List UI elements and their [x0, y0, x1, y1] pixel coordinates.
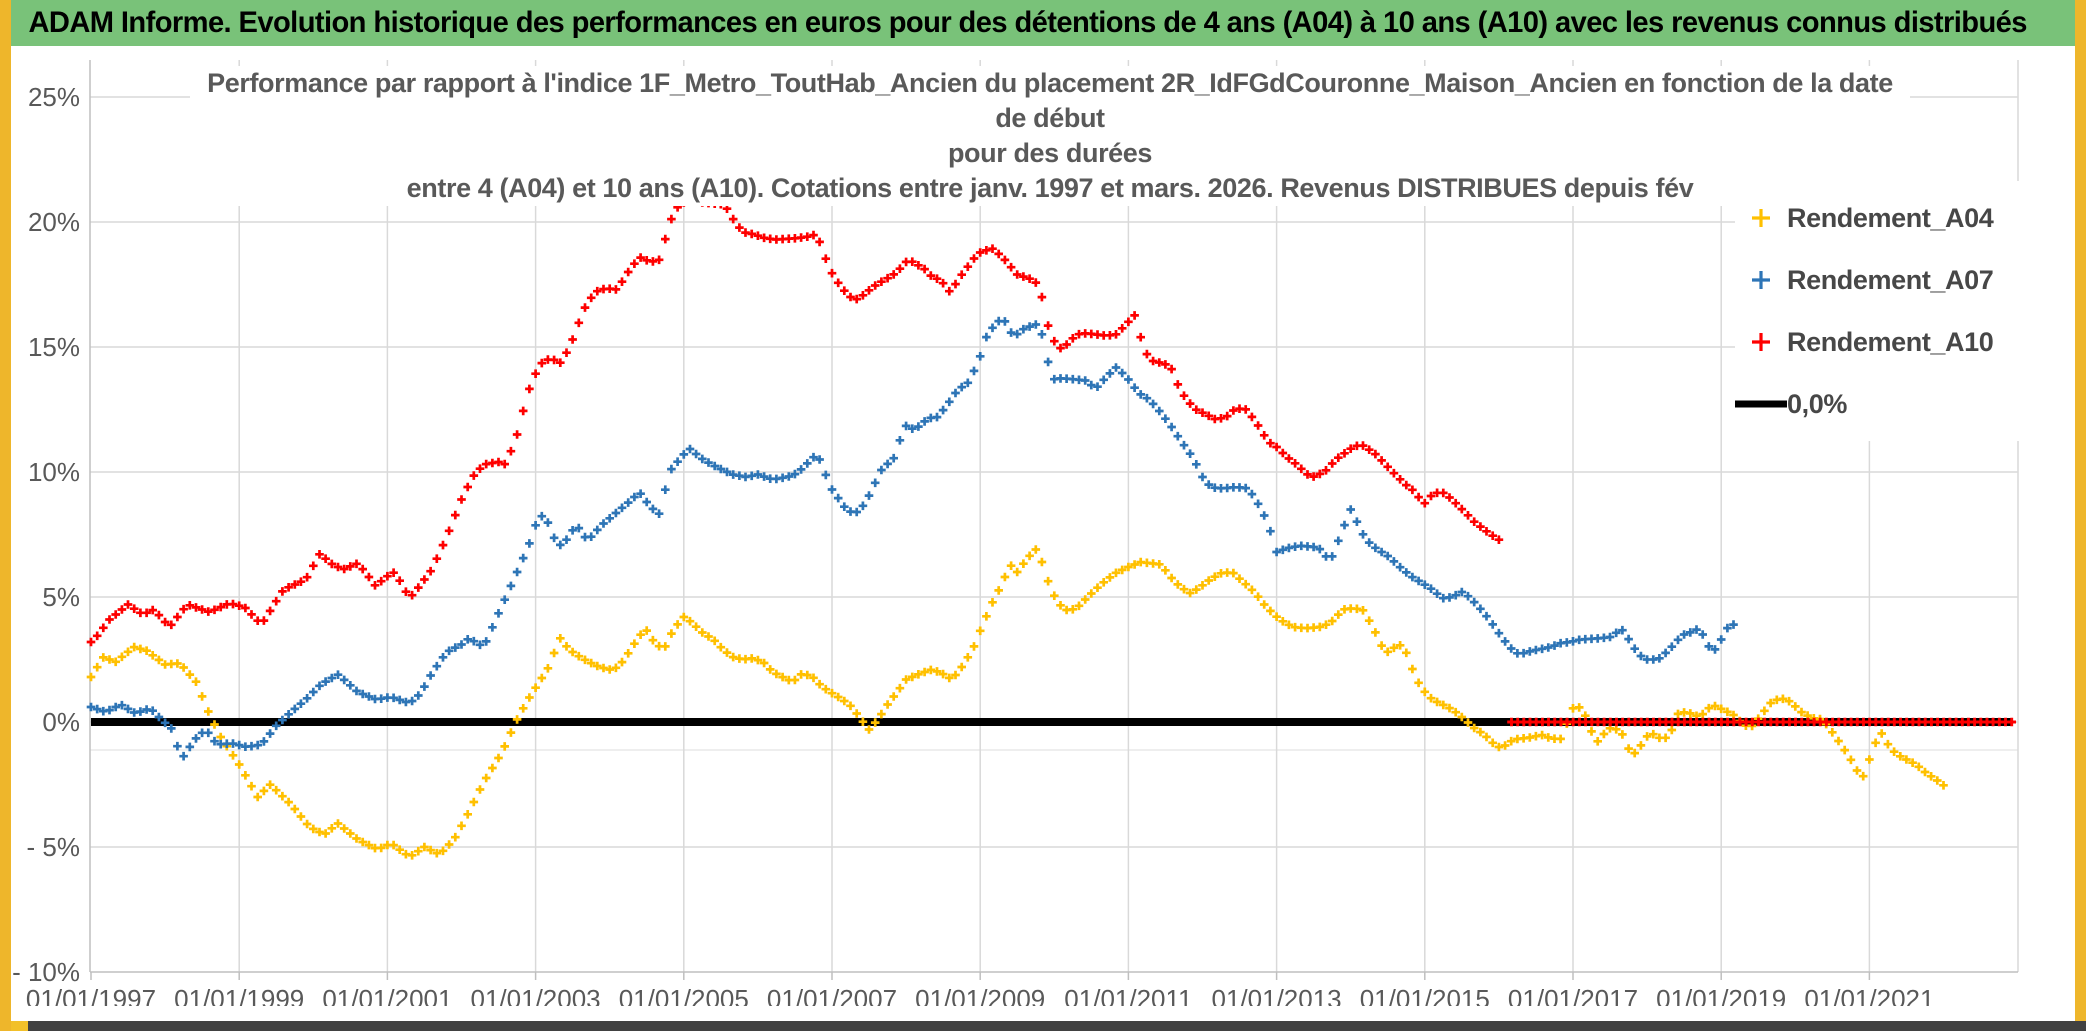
left-edge-bar — [0, 0, 11, 1031]
x-axis-label: 01/01/2001 — [322, 984, 452, 1006]
y-axis-label: 0% — [42, 707, 80, 737]
x-axis-label: 01/01/2015 — [1360, 984, 1490, 1006]
x-axis-label: 01/01/1997 — [26, 984, 156, 1006]
bottom-bar — [11, 1021, 2086, 1031]
legend-item-0-0-: 0,0% — [1735, 373, 2065, 435]
legend-item-rendement-a10: Rendement_A10 — [1735, 311, 2065, 373]
plus-marker-icon — [1735, 206, 1787, 230]
y-axis-label: 10% — [28, 457, 80, 487]
header-banner: ADAM Informe. Evolution historique des p… — [11, 0, 2075, 46]
right-edge-bar — [2075, 0, 2086, 1031]
plus-marker-icon — [1735, 330, 1787, 354]
x-axis-label: 01/01/2017 — [1508, 984, 1638, 1006]
y-axis-label: - 5% — [27, 832, 80, 862]
x-axis-label: 01/01/2005 — [619, 984, 749, 1006]
legend-label: 0,0% — [1787, 388, 1847, 419]
x-axis-label: 01/01/2009 — [915, 984, 1045, 1006]
bottom-gold-square — [11, 1021, 28, 1031]
y-axis-label: - 10% — [12, 957, 80, 987]
chart-title-line-2: pour des durées — [947, 138, 1153, 168]
chart-area: 25% 20% 15% 10% 5% 0% - 5% - 10% 01/01/1997 01/01… — [0, 46, 2086, 1006]
y-axis-label: 20% — [28, 207, 80, 237]
legend-label: Rendement_A10 — [1787, 326, 1994, 357]
chart-title: Performance par rapport à l'indice 1F_Me… — [190, 66, 1910, 206]
chart-title-line-3: entre 4 (A04) et 10 ans (A10). Cotations… — [406, 173, 1694, 203]
legend: Rendement_A04 Rendement_A07 Rendement_A10 0… — [1735, 181, 2065, 441]
x-axis-label: 01/01/2003 — [471, 984, 601, 1006]
y-axis-label: 15% — [28, 332, 80, 362]
series-Rendement_A10-zero-run — [1507, 717, 2016, 727]
line-swatch-icon — [1735, 398, 1787, 410]
series-Rendement_A07 — [86, 316, 1738, 761]
chart-canvas: 25% 20% 15% 10% 5% 0% - 5% - 10%01/01/1997 01/01… — [12, 60, 2019, 1006]
header-title: ADAM Informe. Evolution historique des p… — [28, 6, 2027, 39]
x-axis-label: 01/01/2019 — [1656, 984, 1786, 1006]
y-axis-label: 5% — [42, 582, 80, 612]
x-axis-label: 01/01/2007 — [767, 984, 897, 1006]
legend-label: Rendement_A04 — [1787, 202, 1994, 233]
series-Rendement_A10 — [86, 195, 1504, 647]
chart-title-line-1: Performance par rapport à l'indice 1F_Me… — [207, 68, 1893, 133]
legend-item-rendement-a04: Rendement_A04 — [1735, 187, 2065, 249]
x-axis-label: 01/01/2011 — [1064, 984, 1192, 1006]
x-axis-label: 01/01/1999 — [174, 984, 304, 1006]
x-axis-label: 01/01/2013 — [1212, 984, 1342, 1006]
legend-item-rendement-a07: Rendement_A07 — [1735, 249, 2065, 311]
x-axis-label: 01/01/2021 — [1804, 984, 1934, 1006]
plus-marker-icon — [1735, 268, 1787, 292]
series-Rendement_A04 — [86, 545, 1948, 860]
legend-label: Rendement_A07 — [1787, 264, 1994, 295]
y-axis-label: 25% — [28, 82, 80, 112]
